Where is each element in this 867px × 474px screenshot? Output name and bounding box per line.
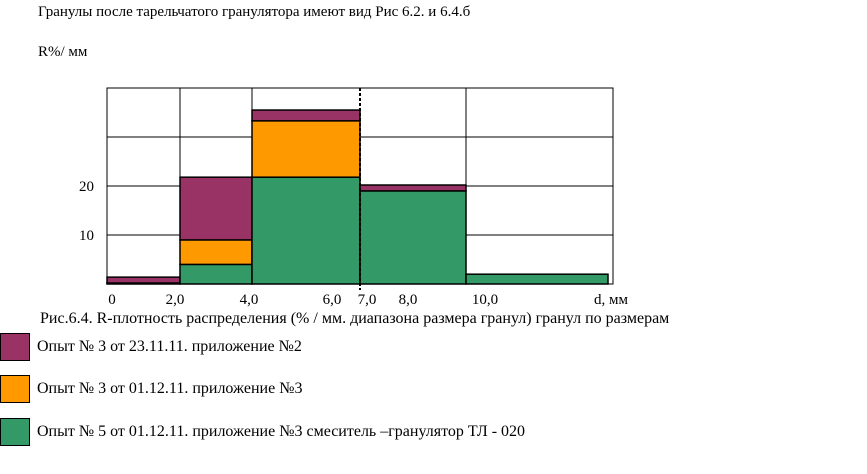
bar-segment (106, 276, 181, 284)
x-tick-label: 8,0 (399, 292, 418, 308)
bar-segment (179, 263, 253, 285)
plot-border (106, 87, 614, 285)
x-tick-label: 7,0 (358, 292, 377, 308)
y-tick-label: 10 (79, 228, 94, 244)
x-tick-label: 10,0 (472, 292, 498, 308)
y-axis-unit-label: R%/ мм (38, 44, 88, 60)
figure-caption: Рис.6.4. R-плотность распределения (% / … (40, 310, 670, 327)
y-tick-label: 20 (79, 179, 94, 195)
legend-label: Опыт № 3 от 01.12.11. приложение №3 (37, 380, 303, 397)
legend-swatch (0, 375, 30, 403)
bar-chart: 10 20 0 2,0 4,0 6,0 7,0 8,0 10,0 d, мм (79, 87, 629, 308)
bars (106, 109, 609, 285)
bar-segment (251, 176, 361, 285)
x-tick-label: 4,0 (240, 292, 259, 308)
bar-segment (465, 273, 609, 285)
bar-segment (359, 184, 467, 192)
tick-labels: 10 20 0 2,0 4,0 6,0 7,0 8,0 10,0 d, мм (79, 179, 629, 308)
legend-label: Опыт № 3 от 23.11.11. приложение №2 (37, 338, 302, 355)
x-tick-label: 0 (108, 292, 116, 308)
bar-segment (251, 120, 361, 178)
x-axis-label: d, мм (594, 292, 628, 308)
bar-segment (359, 190, 467, 285)
legend-swatch (0, 418, 30, 446)
bar-segment (179, 176, 253, 241)
x-tick-label: 6,0 (323, 292, 342, 308)
plot-frame (106, 87, 614, 290)
x-tick-label: 2,0 (166, 292, 185, 308)
legend-swatch (0, 333, 30, 361)
legend-label: Опыт № 5 от 01.12.11. приложение №3 смес… (37, 423, 526, 440)
bar-segment (179, 239, 253, 266)
header-text: Гранулы после тарельчатого гранулятора и… (38, 4, 471, 20)
bar-segment (251, 109, 361, 122)
